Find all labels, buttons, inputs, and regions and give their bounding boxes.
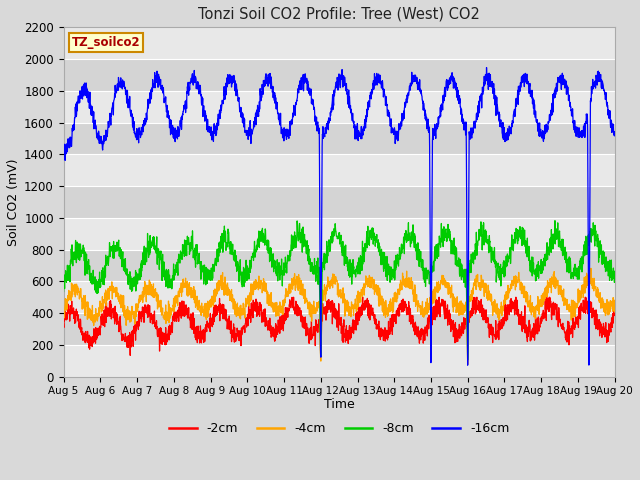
Bar bbox=[63, 186, 614, 218]
Bar bbox=[63, 154, 614, 186]
X-axis label: Time: Time bbox=[324, 398, 355, 411]
Bar bbox=[63, 313, 614, 345]
Text: TZ_soilco2: TZ_soilco2 bbox=[72, 36, 140, 49]
Title: Tonzi Soil CO2 Profile: Tree (West) CO2: Tonzi Soil CO2 Profile: Tree (West) CO2 bbox=[198, 7, 480, 22]
Legend: -2cm, -4cm, -8cm, -16cm: -2cm, -4cm, -8cm, -16cm bbox=[164, 417, 515, 440]
Bar bbox=[63, 345, 614, 377]
Bar bbox=[63, 27, 614, 59]
Bar bbox=[63, 250, 614, 281]
Bar bbox=[63, 91, 614, 122]
Bar bbox=[63, 281, 614, 313]
Y-axis label: Soil CO2 (mV): Soil CO2 (mV) bbox=[7, 158, 20, 246]
Bar bbox=[63, 59, 614, 91]
Bar bbox=[63, 122, 614, 154]
Bar bbox=[63, 218, 614, 250]
